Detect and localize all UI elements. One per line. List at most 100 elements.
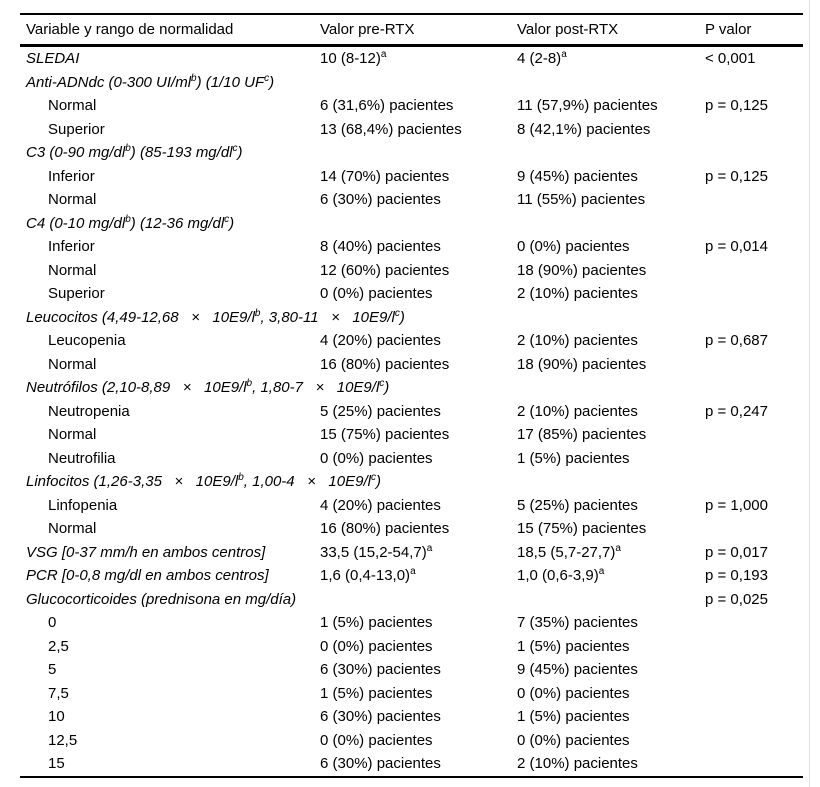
variable-cell: Superior xyxy=(48,120,105,138)
pre-rtx-value-cell: 1 (5%) pacientes xyxy=(320,684,433,702)
table-row: Inferior 14 (70%) pacientes 9 (45%) pacien… xyxy=(20,165,803,189)
table-row: 2,5 0 (0%) pacientes 1 (5%) pacientes xyxy=(20,635,803,659)
text-segment: ) xyxy=(384,379,390,397)
text-segment: 1,0 (0,6-3,9) xyxy=(517,567,599,585)
p-value-cell: p = 0,193 xyxy=(705,567,768,585)
variable-cell: Normal xyxy=(48,355,97,373)
table-row: PCR [0-0,8 mg/dl en ambos centros] 1,6 (0… xyxy=(20,564,803,588)
post-rtx-value-cell: 0 (0%) pacientes xyxy=(517,684,630,702)
variable-cell: C3 (0-90 mg/dlb) (85-193 mg/dlc) xyxy=(20,141,320,165)
post-rtx-value-cell: 18,5 (5,7-27,7)a xyxy=(517,541,705,565)
table-row: Anti-ADNdc (0-300 UI/mlb) (1/10 UFc) xyxy=(20,71,803,95)
p-value-cell xyxy=(705,306,803,330)
post-rtx-value-cell xyxy=(517,306,705,330)
footnote-marker: c xyxy=(224,213,230,225)
pre-rtx-value-cell: 13 (68,4%) pacientes xyxy=(320,120,462,138)
text-segment: ) xyxy=(237,144,243,162)
pre-rtx-value-cell: 0 (0%) pacientes xyxy=(320,637,433,655)
footnote-marker: b xyxy=(238,472,244,484)
header-row: Variable y rango de normalidad Valor pre… xyxy=(20,14,803,47)
table-row: Normal 6 (30%) pacientes 11 (55%) paciente… xyxy=(20,188,803,212)
pre-rtx-value-cell: 33,5 (15,2-54,7)a xyxy=(320,541,517,565)
footnote-marker: a xyxy=(598,566,605,578)
post-rtx-value-cell: 15 (75%) pacientes xyxy=(517,520,647,538)
pre-rtx-value-cell: 14 (70%) pacientes xyxy=(320,167,450,185)
post-rtx-value-cell: 17 (85%) pacientes xyxy=(517,426,647,444)
p-value-cell xyxy=(705,423,803,447)
p-value-cell: p = 0,125 xyxy=(705,97,768,115)
text-segment: ) (85-193 mg/dl xyxy=(130,144,233,162)
post-rtx-value-cell: 7 (35%) pacientes xyxy=(517,614,638,632)
footnote-marker: a xyxy=(426,542,433,554)
p-value-cell xyxy=(705,376,803,400)
p-value-cell xyxy=(705,282,803,306)
post-rtx-value-cell: 0 (0%) pacientes xyxy=(517,731,630,749)
p-value-cell xyxy=(705,705,803,729)
variable-cell: C4 (0-10 mg/dlb) (12-36 mg/dlc) xyxy=(20,212,320,236)
post-rtx-value-cell xyxy=(517,71,705,95)
variable-cell: Linfopenia xyxy=(48,496,118,514)
p-value-cell: p = 0,014 xyxy=(705,238,768,256)
col-header-variable: Variable y rango de normalidad xyxy=(20,14,320,47)
table-row: SLEDAI 10 (8-12)a 4 (2-8)a < 0,001 xyxy=(20,46,803,71)
text-segment: C3 (0-90 mg/dl xyxy=(26,144,126,162)
post-rtx-value-cell: 2 (10%) pacientes xyxy=(517,332,638,350)
variable-cell: Superior xyxy=(48,285,105,303)
variable-cell: Glucocorticoides (prednisona en mg/día) xyxy=(26,590,297,608)
variable-cell: Neutrófilos (2,10-8,89 × 10E9/lb, 1,80-7… xyxy=(20,376,389,400)
text-segment: Leucocitos (4,49-12,68 × 10E9/l xyxy=(26,308,255,326)
footnote-marker: a xyxy=(615,542,621,554)
text-segment: 1,6 (0,4-13,0) xyxy=(320,567,411,585)
post-rtx-value-cell: 18 (90%) pacientes xyxy=(517,261,647,279)
p-value-cell: p = 0,017 xyxy=(705,543,768,561)
p-value-cell xyxy=(705,470,803,494)
post-rtx-value-cell: 18 (90%) pacientes xyxy=(517,355,647,373)
footnote-marker: a xyxy=(561,49,567,61)
table-row: Neutropenia 5 (25%) pacientes 2 (10%) paci… xyxy=(20,400,803,424)
post-rtx-value-cell: 1 (5%) pacientes xyxy=(517,449,630,467)
pre-rtx-value-cell xyxy=(320,71,517,95)
results-table: Variable y rango de normalidad Valor pre… xyxy=(20,13,803,778)
p-value-cell xyxy=(705,141,803,165)
table-row: 15 6 (30%) pacientes 2 (10%) pacientes xyxy=(20,752,803,777)
post-rtx-value-cell: 11 (57,9%) pacientes xyxy=(517,97,658,115)
variable-cell: Leucocitos (4,49-12,68 × 10E9/lb, 3,80-1… xyxy=(20,306,405,330)
variable-cell: 12,5 xyxy=(48,731,78,749)
text-segment: ) xyxy=(269,73,275,91)
pre-rtx-value-cell: 10 (8-12)a xyxy=(320,46,517,71)
text-segment: ) xyxy=(375,473,381,491)
variable-cell: 2,5 xyxy=(48,637,69,655)
footnote-marker: c xyxy=(232,143,238,155)
post-rtx-value-cell: 5 (25%) pacientes xyxy=(517,496,638,514)
post-rtx-value-cell xyxy=(517,588,705,612)
table-row: Normal 16 (80%) pacientes 15 (75%) pacient… xyxy=(20,517,803,541)
pre-rtx-value-cell xyxy=(320,588,517,612)
variable-cell: Anti-ADNdc (0-300 UI/mlb) (1/10 UFc) xyxy=(20,71,320,95)
variable-cell: Inferior xyxy=(48,238,95,256)
pre-rtx-value-cell: 16 (80%) pacientes xyxy=(320,355,450,373)
post-rtx-value-cell: 8 (42,1%) pacientes xyxy=(517,120,651,138)
post-rtx-value-cell: 1 (5%) pacientes xyxy=(517,637,630,655)
text-segment: C4 (0-10 mg/dl xyxy=(26,214,126,232)
p-value-cell xyxy=(705,752,803,777)
footnote-marker: b xyxy=(125,213,131,225)
variable-cell: Neutropenia xyxy=(48,402,130,420)
variable-cell: 5 xyxy=(48,661,57,679)
text-segment: 4 (2-8) xyxy=(517,50,562,68)
table-row: Inferior 8 (40%) pacientes 0 (0%) paciente… xyxy=(20,235,803,259)
post-rtx-value-cell: 0 (0%) pacientes xyxy=(517,238,630,256)
footnote-marker: a xyxy=(380,49,387,61)
variable-cell: Normal xyxy=(48,191,97,209)
table-row: Normal 16 (80%) pacientes 18 (90%) pacient… xyxy=(20,353,803,377)
pre-rtx-value-cell: 1,6 (0,4-13,0)a xyxy=(320,564,517,588)
table-row: 0 1 (5%) pacientes 7 (35%) pacientes xyxy=(20,611,803,635)
pre-rtx-value-cell: 6 (31,6%) pacientes xyxy=(320,97,454,115)
p-value-cell: p = 0,687 xyxy=(705,332,768,350)
variable-cell: Linfocitos (1,26-3,35 × 10E9/lb, 1,00-4 … xyxy=(20,470,381,494)
post-rtx-value-cell: 9 (45%) pacientes xyxy=(517,661,638,679)
p-value-cell xyxy=(705,729,803,753)
pre-rtx-value-cell: 4 (20%) pacientes xyxy=(320,496,441,514)
pre-rtx-value-cell: 8 (40%) pacientes xyxy=(320,238,441,256)
variable-cell: Neutrofilia xyxy=(48,449,116,467)
post-rtx-value-cell: 1 (5%) pacientes xyxy=(517,708,630,726)
